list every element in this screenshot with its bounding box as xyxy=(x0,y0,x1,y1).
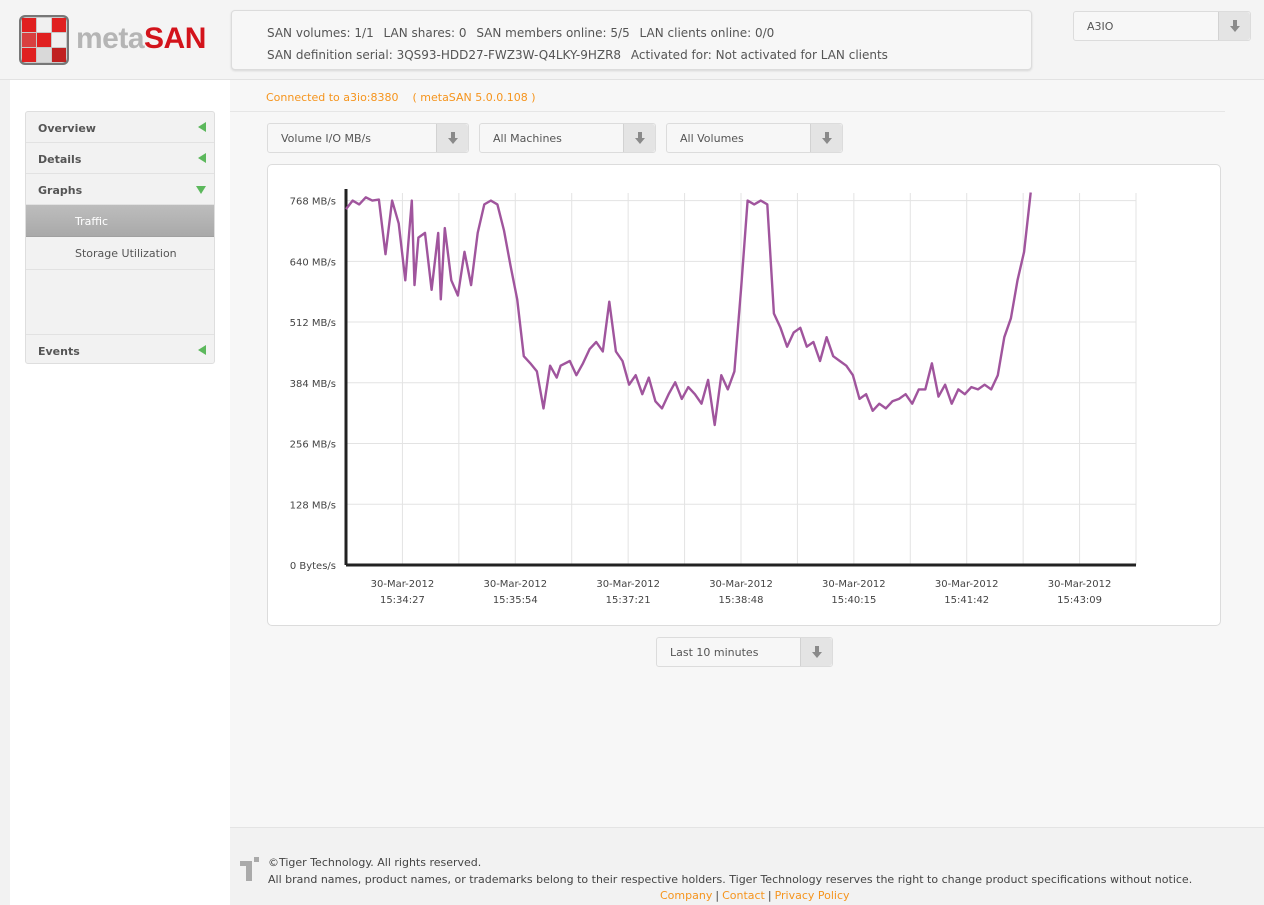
status-line-2: SAN definition serial: 3QS93-HDD27-FWZ3W… xyxy=(267,44,1031,66)
sidebar-item-label: Events xyxy=(38,345,80,358)
server-select-value: A3IO xyxy=(1087,20,1114,33)
x-tick-label-time: 15:38:48 xyxy=(719,595,764,606)
time-range-value: Last 10 minutes xyxy=(670,646,759,659)
volumes-select-value: All Volumes xyxy=(680,132,744,145)
footer-link-company[interactable]: Company xyxy=(660,889,713,902)
sidebar-subitem-traffic[interactable]: Traffic xyxy=(26,205,214,237)
sidebar-item-events[interactable]: Events xyxy=(26,334,214,365)
logo-san-text: SAN xyxy=(144,22,206,55)
x-tick-label-time: 15:35:54 xyxy=(493,595,538,606)
x-tick-label-date: 30-Mar-2012 xyxy=(935,579,999,590)
y-tick-label: 640 MB/s xyxy=(290,257,336,268)
logo-meta-text: meta xyxy=(76,22,145,55)
sidebar-item-label: Overview xyxy=(38,122,96,135)
logo-mark-icon xyxy=(19,15,69,65)
x-tick-label-date: 30-Mar-2012 xyxy=(822,579,886,590)
x-tick-label-time: 15:40:15 xyxy=(831,595,876,606)
san-status-panel: SAN volumes: 1/1 LAN shares: 0 SAN membe… xyxy=(231,10,1032,70)
sidebar-item-details[interactable]: Details xyxy=(26,143,214,174)
x-tick-label-date: 30-Mar-2012 xyxy=(371,579,435,590)
x-tick-label-time: 15:37:21 xyxy=(606,595,651,606)
sidebar-item-label: Graphs xyxy=(38,184,83,197)
sidebar-subitem-label: Storage Utilization xyxy=(75,247,177,260)
traffic-chart: 0 Bytes/s 128 MB/s 256 MB/s 384 MB/s 512 MB/… xyxy=(290,189,1137,606)
san-volumes-text: SAN volumes: 1/1 xyxy=(267,26,374,40)
y-tick-label: 384 MB/s xyxy=(290,379,336,390)
footer-disclaimer: All brand names, product names, or trade… xyxy=(268,873,1193,886)
sidebar-item-overview[interactable]: Overview xyxy=(26,112,214,143)
volumes-select[interactable]: All Volumes xyxy=(666,123,843,153)
y-tick-label: 0 Bytes/s xyxy=(290,561,336,572)
y-tick-label: 128 MB/s xyxy=(290,500,336,511)
x-tick-label-time: 15:34:27 xyxy=(380,595,425,606)
metasan-logo[interactable]: metaSAN xyxy=(18,14,228,70)
san-members-text: SAN members online: 5/5 xyxy=(476,26,630,40)
sidebar-item-graphs[interactable]: Graphs xyxy=(26,174,214,205)
traffic-chart-panel: 0 Bytes/s 128 MB/s 256 MB/s 384 MB/s 512 MB/… xyxy=(267,164,1221,626)
status-line-1: SAN volumes: 1/1 LAN shares: 0 SAN membe… xyxy=(267,22,1031,44)
footer-link-contact[interactable]: Contact xyxy=(722,889,765,902)
metric-select[interactable]: Volume I/O MB/s xyxy=(267,123,469,153)
lan-clients-text: LAN clients online: 0/0 xyxy=(639,26,775,40)
triangle-down-icon xyxy=(196,186,206,194)
divider xyxy=(230,111,1225,112)
sidebar-item-label: Details xyxy=(38,153,82,166)
x-tick-label-date: 30-Mar-2012 xyxy=(1048,579,1112,590)
footer-background xyxy=(230,827,1264,905)
server-select[interactable]: A3IO xyxy=(1073,11,1251,41)
sidebar-nav: Overview Details Graphs Traffic Storage … xyxy=(25,111,215,364)
footer-copyright: ©Tiger Technology. All rights reserved. xyxy=(268,856,482,869)
triangle-left-icon xyxy=(198,153,206,163)
lan-shares-text: LAN shares: 0 xyxy=(383,26,467,40)
metric-select-value: Volume I/O MB/s xyxy=(281,132,371,145)
footer-link-privacy-policy[interactable]: Privacy Policy xyxy=(774,889,850,902)
chevron-down-icon xyxy=(448,132,458,144)
logo-wordmark: metaSAN xyxy=(76,22,206,56)
footer-links: Company | Contact | Privacy Policy xyxy=(660,889,850,902)
x-tick-label-date: 30-Mar-2012 xyxy=(596,579,660,590)
y-tick-label: 768 MB/s xyxy=(290,197,336,208)
series-line-volume-io xyxy=(345,192,1032,427)
machines-select-arrow[interactable] xyxy=(623,124,655,152)
x-tick-label-date: 30-Mar-2012 xyxy=(483,579,547,590)
y-tick-label: 512 MB/s xyxy=(290,318,336,329)
chevron-down-icon xyxy=(812,646,822,658)
metric-select-arrow[interactable] xyxy=(436,124,468,152)
x-tick-label-date: 30-Mar-2012 xyxy=(709,579,773,590)
x-tick-label-time: 15:41:42 xyxy=(944,595,989,606)
chevron-down-icon xyxy=(1230,20,1240,32)
x-tick-label-time: 15:43:09 xyxy=(1057,595,1102,606)
volumes-select-arrow[interactable] xyxy=(810,124,842,152)
tiger-logo-icon xyxy=(240,857,259,881)
time-range-arrow[interactable] xyxy=(800,638,832,666)
sidebar-subitem-storage-utilization[interactable]: Storage Utilization xyxy=(26,237,214,270)
activated-text: Activated for: Not activated for LAN cli… xyxy=(630,48,888,62)
machines-select-value: All Machines xyxy=(493,132,562,145)
connection-status: Connected to a3io:8380 ( metaSAN 5.0.0.1… xyxy=(266,91,536,104)
serial-text: SAN definition serial: 3QS93-HDD27-FWZ3W… xyxy=(267,48,622,62)
triangle-left-icon xyxy=(198,345,206,355)
triangle-left-icon xyxy=(198,122,206,132)
y-tick-label: 256 MB/s xyxy=(290,440,336,451)
chevron-down-icon xyxy=(822,132,832,144)
time-range-select[interactable]: Last 10 minutes xyxy=(656,637,833,667)
sidebar-subitem-label: Traffic xyxy=(75,215,109,228)
machines-select[interactable]: All Machines xyxy=(479,123,656,153)
chevron-down-icon xyxy=(635,132,645,144)
server-select-arrow[interactable] xyxy=(1218,12,1250,40)
